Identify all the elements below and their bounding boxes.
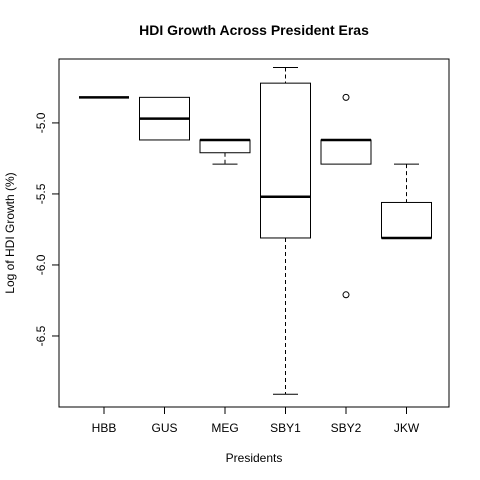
boxes-layer bbox=[79, 67, 432, 395]
box-gus bbox=[139, 96, 190, 141]
box-meg bbox=[199, 138, 251, 165]
box-sby2 bbox=[320, 93, 372, 299]
box-iqr bbox=[260, 82, 311, 239]
y-axis: -5.0 -5.5 -6.0 -6.5 bbox=[34, 112, 60, 346]
box-sby1 bbox=[260, 67, 311, 395]
x-axis-label: Presidents bbox=[226, 451, 283, 465]
outlier-point bbox=[342, 291, 350, 299]
y-tick-label: -5.5 bbox=[34, 183, 48, 204]
y-tick-label: -6.0 bbox=[34, 254, 48, 275]
box-iqr bbox=[381, 201, 432, 239]
x-tick-label: SBY1 bbox=[270, 421, 301, 435]
x-tick-label: HBB bbox=[92, 421, 117, 435]
x-tick-label: GUS bbox=[151, 421, 177, 435]
x-tick-label: SBY2 bbox=[331, 421, 362, 435]
box-iqr bbox=[199, 139, 251, 154]
y-tick-label: -5.0 bbox=[34, 112, 48, 133]
outlier-point bbox=[342, 93, 350, 101]
y-tick-label: -6.5 bbox=[34, 325, 48, 346]
x-tick-label: JKW bbox=[394, 421, 420, 435]
y-axis-label: Log of HDI Growth (%) bbox=[3, 172, 17, 293]
x-tick-label: MEG bbox=[211, 421, 238, 435]
box-iqr bbox=[320, 139, 372, 165]
chart-title: HDI Growth Across President Eras bbox=[139, 22, 369, 38]
box-jkw bbox=[381, 163, 432, 240]
x-axis: HBB GUS MEG SBY1 SBY2 JKW bbox=[92, 406, 420, 435]
